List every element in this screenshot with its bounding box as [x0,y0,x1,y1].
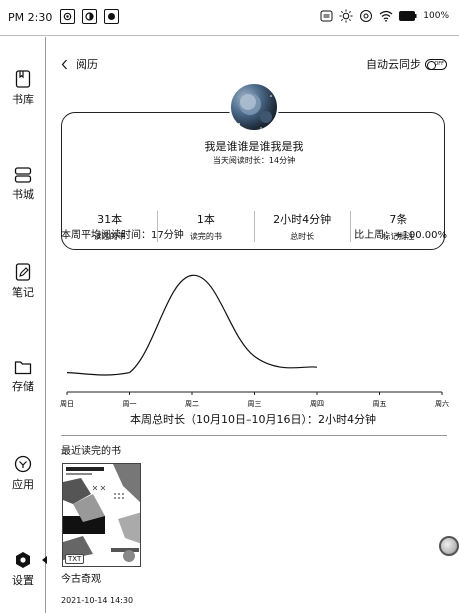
stat-books-finished[interactable]: 1本 读完的书 [158,211,255,242]
x-tick-label: 周二 [185,400,199,408]
wifi-icon[interactable] [379,9,393,23]
sidebar-item-label: 应用 [12,478,34,491]
stat-label: 读过的书 [93,232,126,241]
bookstore-icon [14,167,32,183]
sidebar-item-label: 存储 [12,380,34,393]
sidebar-item-settings[interactable]: 设置 [0,551,47,588]
battery-percent: 100% [423,11,449,21]
chevron-left-icon [61,59,67,69]
sidebar-item-bookstore[interactable]: 书城 [0,167,46,202]
sidebar-item-label: 书库 [12,93,34,106]
weekly-reading-chart: 周日 周一 周二 周三 周四 周五 周六 [60,274,449,408]
stat-label: 标记批注 [382,232,415,241]
sync-icon[interactable] [359,9,373,23]
avatar[interactable] [229,82,279,132]
sidebar-item-label: 设置 [12,574,34,587]
brightness-icon[interactable] [339,9,353,23]
x-tick-label: 周一 [123,400,137,408]
book-format-tag: TXT [65,554,85,564]
stat-label: 总时长 [290,232,315,241]
page-title: 阅历 [76,58,98,71]
sidebar-item-label: 书城 [12,188,34,201]
apps-icon [14,455,32,473]
stat-books-read[interactable]: 31本 读过的书 [62,211,159,242]
autosync: 自动云同步 OFF [366,56,447,72]
book-date: 2021-10-14 14:30 [61,596,134,605]
status-bar: PM 2:30 100% [0,0,459,36]
x-tick-label: 周六 [435,399,449,408]
status-time: PM 2:30 [8,11,53,24]
x-tick-label: 周日 [60,400,74,408]
x-tick-label: 周四 [310,400,324,408]
sidebar-item-label: 笔记 [12,286,34,299]
stat-total-time[interactable]: 2小时4分钟 总时长 [255,211,351,242]
stat-value: 2小时4分钟 [273,213,332,226]
sidebar-item-apps[interactable]: 应用 [0,455,46,492]
sidebar-item-notes[interactable]: 笔记 [0,263,46,300]
autosync-toggle[interactable]: OFF [425,58,447,70]
stat-label: 读完的书 [189,232,222,241]
stat-value: 7条 [389,213,408,226]
username: 我是谁谁是谁我是我 [204,140,304,153]
autosync-label: 自动云同步 [366,58,421,71]
book-title[interactable]: 今古奇观 [61,574,101,585]
stat-value: 1本 [196,213,215,226]
record-icon[interactable] [104,9,119,24]
active-indicator [42,556,47,564]
status-right: 100% [319,9,449,23]
screen-icon[interactable] [319,9,333,23]
book-cover-art [63,464,140,566]
recent-books-title: 最近读完的书 [61,446,121,457]
week-average: 本周平均阅读时间：17分钟 [61,230,184,241]
toggle-text: OFF [434,61,444,67]
refresh-mode-icon[interactable] [60,9,75,24]
sidebar: 书库 书城 笔记 存储 应用 设置 [0,37,47,613]
stat-annotations[interactable]: 7条 标记批注 [351,211,446,242]
battery-icon [399,9,417,23]
note-icon [15,263,31,281]
sidebar-item-storage[interactable]: 存储 [0,359,46,394]
folder-icon [14,361,32,375]
sidebar-item-library[interactable]: 书库 [0,70,46,107]
x-tick-label: 周三 [248,400,262,408]
settings-icon [16,552,30,568]
week-compare: 比上周：+100.00% [354,230,447,241]
main-content: 阅历 自动云同步 OFF 我是谁谁是谁我是我 当天阅读时长：14分钟 31本 读… [47,37,459,613]
book-cover[interactable]: TXT [62,463,141,567]
bookshelf-icon [15,70,31,88]
stat-value: 31本 [97,213,123,226]
today-read-time: 当天阅读时长：14分钟 [212,156,296,165]
contrast-icon[interactable] [82,9,97,24]
divider [61,435,447,436]
floating-ball-button[interactable] [439,536,459,556]
week-total: 本周总时长（10月10日–10月16日）：2小时4分钟 [130,413,376,426]
x-tick-label: 周五 [373,400,387,408]
stats-row: 31本 读过的书 1本 读完的书 2小时4分钟 总时长 7条 标记批注 [62,211,446,242]
series-line [66,274,318,376]
back-nav[interactable]: 阅历 [61,56,98,72]
